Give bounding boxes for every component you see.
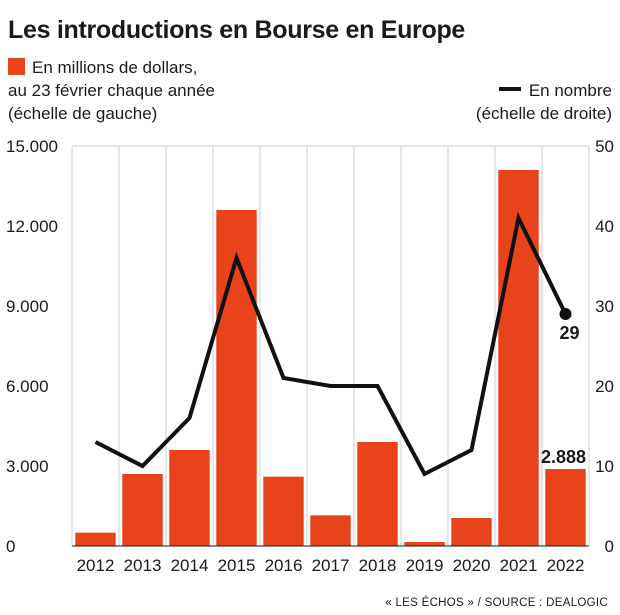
- legend-line-line1: En nombre: [528, 81, 612, 100]
- count-point: [559, 308, 572, 320]
- x-tick-label: 2022: [547, 556, 585, 575]
- x-tick-label: 2012: [77, 556, 115, 575]
- y-right-tick-label: 50: [595, 137, 614, 156]
- y-left-tick-label: 6.000: [6, 377, 49, 396]
- legend-bars-line1: En millions de dollars,: [32, 58, 198, 77]
- bar: [357, 442, 398, 546]
- x-tick-label: 2020: [453, 556, 491, 575]
- bar: [498, 170, 539, 546]
- x-tick-label: 2017: [312, 556, 350, 575]
- legend-bars-line2: au 23 février chaque année: [8, 81, 215, 100]
- chart-title: Les introductions en Bourse en Europe: [8, 16, 466, 44]
- bar: [545, 468, 586, 546]
- legend-line-row: En nombre: [476, 79, 612, 102]
- bar-swatch: [8, 58, 25, 75]
- x-tick-label: 2015: [218, 556, 256, 575]
- bar: [75, 532, 116, 546]
- legend-bars-line3: (échelle de gauche): [8, 104, 158, 123]
- bar: [216, 210, 257, 546]
- bar: [263, 476, 304, 546]
- bar: [122, 474, 163, 546]
- y-right-tick-label: 30: [595, 297, 614, 316]
- y-left-tick-label: 0: [6, 537, 15, 556]
- y-right-tick-label: 10: [595, 457, 614, 476]
- y-right-tick-label: 20: [595, 377, 614, 396]
- x-tick-label: 2018: [359, 556, 397, 575]
- x-tick-label: 2019: [406, 556, 444, 575]
- last-point-label: 29: [559, 323, 579, 343]
- y-left-tick-label: 15.000: [6, 137, 58, 156]
- bar: [169, 450, 210, 546]
- legend-bars-row: En millions de dollars,: [8, 56, 215, 79]
- y-left-tick-label: 12.000: [6, 217, 58, 236]
- source-credit: « LES ÉCHOS » / SOURCE : DEALOGIC: [385, 597, 608, 609]
- y-left-tick-label: 3.000: [6, 457, 49, 476]
- legend-line: En nombre (échelle de droite): [476, 79, 612, 125]
- legend-line-line2: (échelle de droite): [475, 104, 612, 123]
- line-swatch: [498, 87, 521, 91]
- bar: [310, 515, 351, 546]
- last-bar-label: 2.888: [541, 447, 586, 467]
- x-tick-label: 2013: [124, 556, 162, 575]
- bar: [451, 518, 492, 546]
- x-tick-label: 2021: [500, 556, 538, 575]
- y-right-tick-label: 0: [605, 537, 614, 556]
- y-right-tick-label: 40: [595, 217, 614, 236]
- bar: [404, 542, 445, 546]
- x-tick-label: 2016: [265, 556, 303, 575]
- x-tick-label: 2014: [171, 556, 209, 575]
- y-left-tick-label: 9.000: [6, 297, 49, 316]
- legend-bars: En millions de dollars, au 23 février ch…: [8, 56, 215, 125]
